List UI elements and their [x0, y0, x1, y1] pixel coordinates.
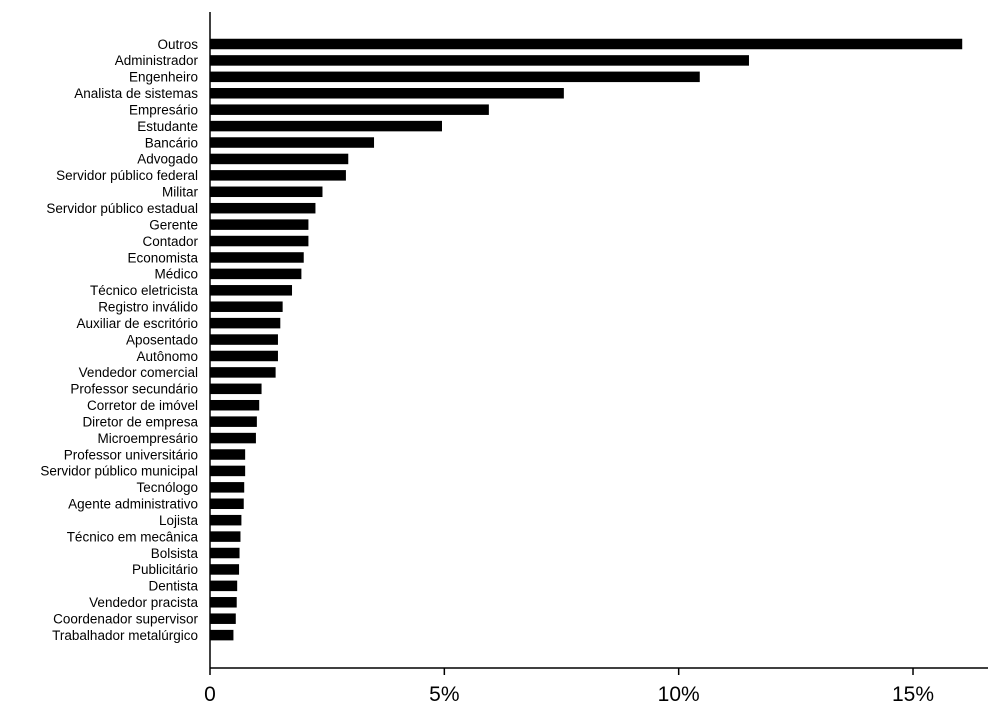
bar-21 [210, 383, 262, 395]
bar-35 [210, 613, 236, 624]
bar-30 [210, 531, 241, 542]
bar-34 [210, 597, 237, 608]
bar-10 [210, 202, 316, 214]
bar-12 [210, 235, 309, 247]
category-label: Gerente [149, 217, 198, 232]
bar-15 [210, 285, 293, 296]
category-label: Bancário [145, 135, 198, 150]
category-label: Publicitário [132, 562, 198, 577]
bar-13 [210, 252, 304, 263]
category-label: Auxiliar de escritório [76, 316, 198, 331]
x-tick-label: 10% [658, 683, 700, 706]
category-label: Tecnólogo [136, 480, 198, 495]
bar-36 [210, 629, 234, 641]
category-label: Empresário [129, 102, 198, 117]
bar-6 [210, 137, 375, 148]
x-tick-label: 5% [429, 683, 459, 706]
bar-29 [210, 514, 242, 526]
category-label: Economista [127, 250, 198, 265]
bar-4 [210, 104, 489, 115]
category-label: Professor secundário [70, 382, 198, 397]
category-label: Militar [162, 185, 199, 200]
category-label: Vendedor pracista [89, 595, 198, 610]
x-tick-label: 0 [204, 683, 216, 706]
category-label: Aposentado [126, 332, 198, 347]
category-label: Técnico eletricista [90, 283, 199, 298]
category-label: Trabalhador metalúrgico [52, 628, 198, 643]
bar-19 [210, 350, 278, 362]
category-label: Lojista [159, 513, 199, 528]
bar-24 [210, 432, 256, 444]
category-label: Servidor público federal [56, 168, 198, 183]
bar-26 [210, 465, 246, 477]
category-label: Dentista [148, 579, 198, 594]
bar-32 [210, 564, 240, 575]
category-label: Servidor público estadual [46, 201, 198, 216]
category-label: Agente administrativo [68, 497, 198, 512]
x-tick-label: 15% [892, 683, 934, 706]
bar-27 [210, 482, 245, 493]
category-label: Vendedor comercial [79, 365, 198, 380]
category-label: Técnico em mecânica [67, 529, 199, 544]
bar-25 [210, 449, 246, 460]
bar-1 [210, 55, 749, 66]
x-axis-ticks: 0 5% 10% 15% [204, 668, 934, 706]
bar-31 [210, 547, 240, 559]
category-label: Diretor de empresa [82, 414, 198, 429]
category-label: Engenheiro [129, 70, 198, 85]
bar-16 [210, 301, 283, 312]
bars-layer [210, 38, 963, 641]
category-label: Contador [142, 234, 198, 249]
category-label: Professor universitário [64, 447, 198, 462]
bar-11 [210, 219, 309, 230]
category-label: Advogado [137, 152, 198, 167]
bar-18 [210, 334, 278, 345]
bar-28 [210, 498, 244, 510]
bar-8 [210, 170, 346, 181]
category-label: Corretor de imóvel [87, 398, 198, 413]
bar-0 [210, 38, 963, 50]
bar-20 [210, 367, 276, 378]
category-label: Estudante [137, 119, 198, 134]
category-label: Médico [154, 267, 198, 282]
bar-9 [210, 186, 323, 198]
bar-14 [210, 268, 302, 280]
category-label: Outros [157, 37, 198, 52]
category-label: Coordenador supervisor [53, 612, 198, 627]
bar-7 [210, 153, 349, 165]
category-label: Microempresário [97, 431, 198, 446]
bar-3 [210, 88, 564, 99]
category-label: Administrador [115, 53, 199, 68]
category-label: Bolsista [151, 546, 199, 561]
bar-22 [210, 399, 260, 411]
bar-2 [210, 71, 700, 83]
category-label: Servidor público municipal [40, 464, 198, 479]
category-label: Autônomo [136, 349, 198, 364]
category-label: Analista de sistemas [74, 86, 198, 101]
bar-17 [210, 317, 281, 329]
category-label: Registro inválido [98, 300, 198, 315]
bar-23 [210, 416, 257, 427]
bar-33 [210, 580, 238, 592]
bar-5 [210, 120, 442, 132]
